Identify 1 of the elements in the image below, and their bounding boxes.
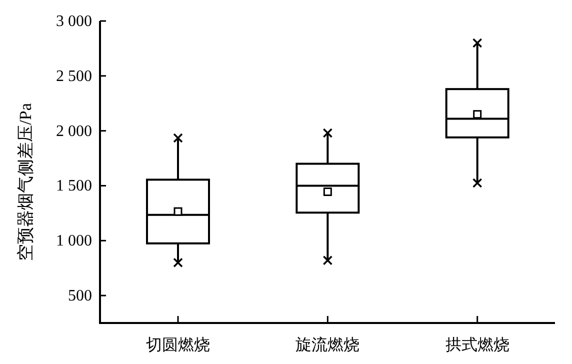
ylabel: 空预器烟气侧差压/Pa: [16, 103, 35, 261]
